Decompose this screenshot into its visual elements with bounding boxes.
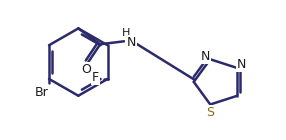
Text: O: O [81, 62, 91, 75]
Text: N: N [200, 50, 210, 63]
Text: F: F [92, 71, 99, 84]
Text: S: S [206, 106, 214, 119]
Text: N: N [126, 36, 136, 49]
Text: N: N [237, 58, 247, 71]
Text: Br: Br [35, 86, 49, 99]
Text: H: H [122, 28, 130, 38]
